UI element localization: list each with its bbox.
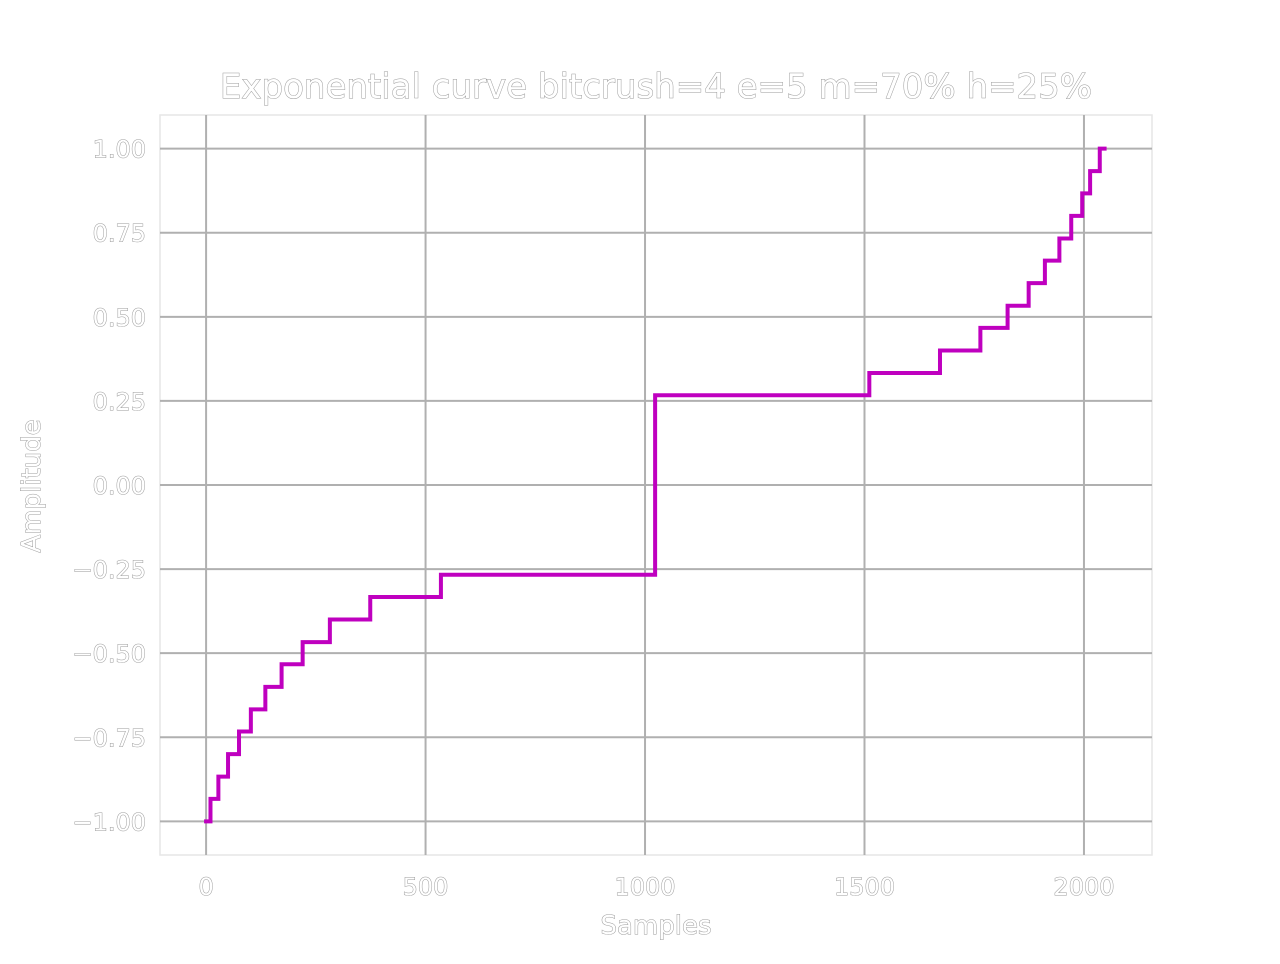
y-tick-label: 1.00	[93, 136, 146, 164]
x-tick-label: 0	[198, 873, 213, 901]
y-tick-label: −1.00	[72, 808, 146, 836]
x-tick-labels: 0 500 1000 1500 2000	[198, 873, 1115, 902]
y-tick-labels: 1.00 0.75 0.50 0.25 0.00 −0.25 −0.50 −0.75 −1.00	[72, 135, 147, 837]
y-tick-label: 0.50	[93, 304, 146, 332]
chart-title: Exponential curve bitcrush=4 e=5 m=70% h…	[220, 67, 1092, 107]
y-tick-label: 0.00	[93, 472, 146, 500]
y-axis-label: Amplitude	[17, 419, 47, 552]
y-tick-label: 0.25	[93, 388, 146, 416]
y-tick-label: −0.25	[72, 556, 146, 584]
x-tick-label: 1500	[834, 873, 895, 901]
x-tick-label: 1000	[614, 873, 675, 901]
x-tick-label: 500	[403, 873, 449, 901]
series-line-0	[204, 146, 1107, 824]
y-tick-label: −0.75	[72, 724, 146, 752]
x-axis-label: Samples	[600, 911, 711, 941]
series-layer	[204, 146, 1107, 824]
grid-layer	[160, 115, 1152, 855]
y-tick-label: −0.50	[72, 640, 146, 668]
x-tick-label: 2000	[1053, 873, 1114, 901]
y-tick-label: 0.75	[93, 220, 146, 248]
